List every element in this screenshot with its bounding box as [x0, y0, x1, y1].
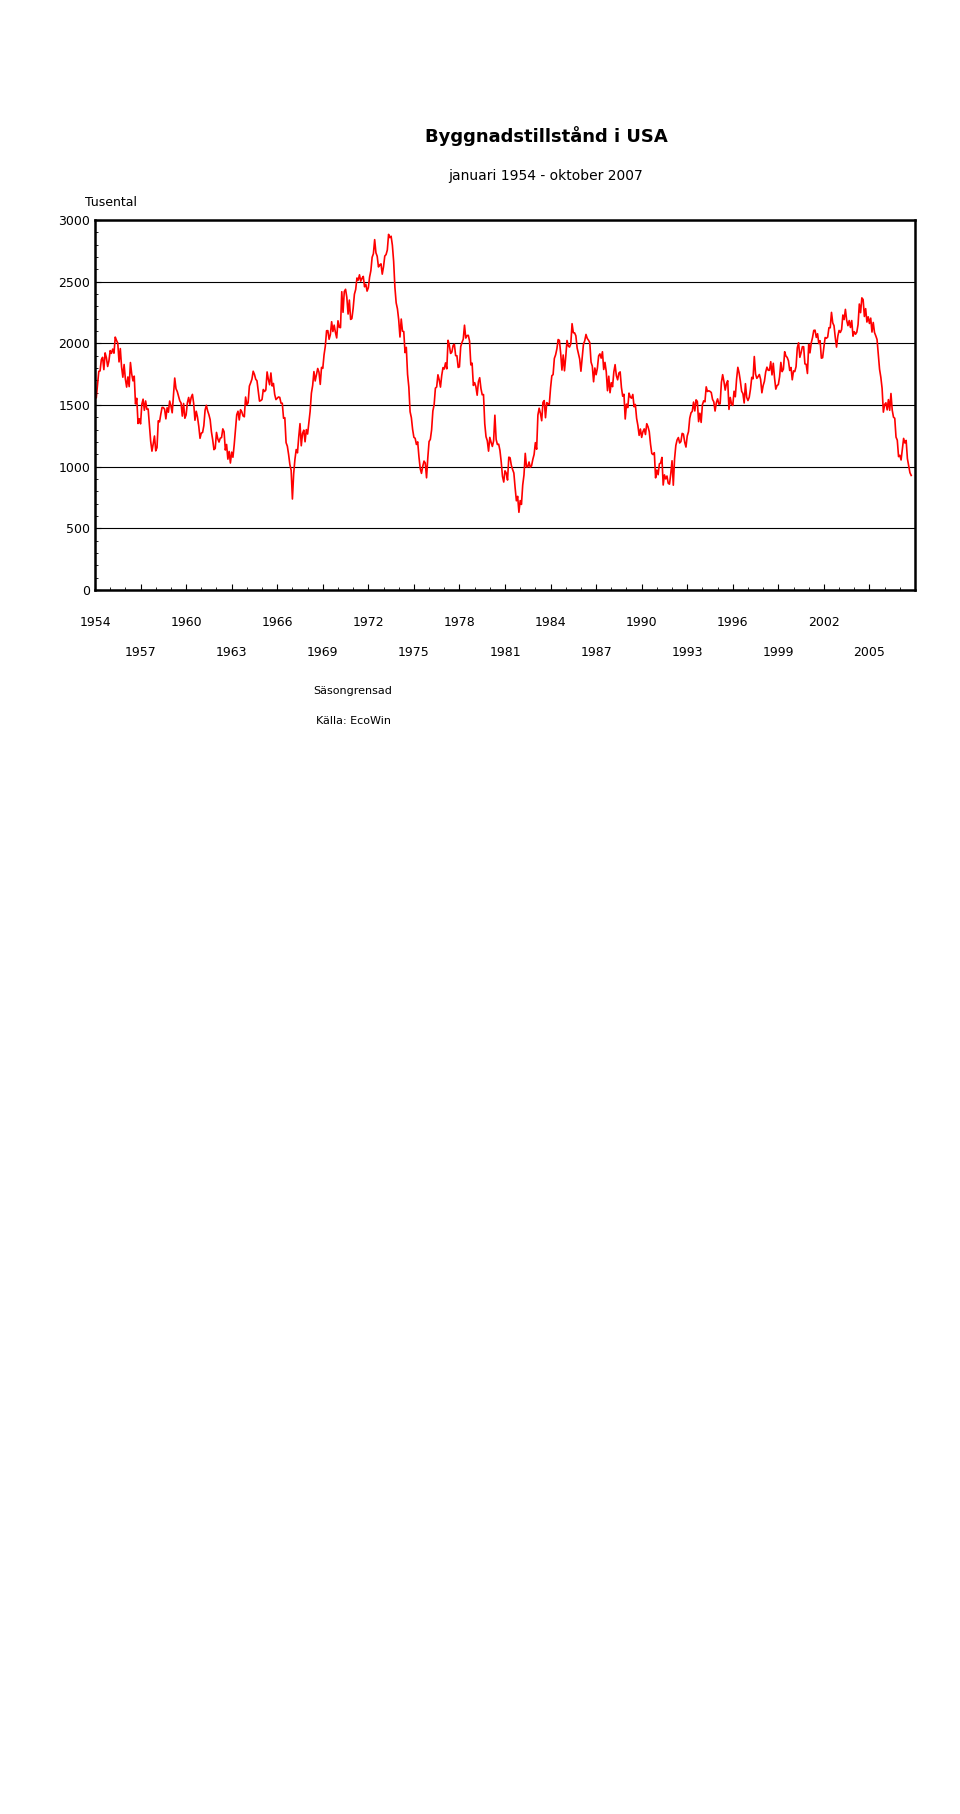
Text: 1972: 1972 — [352, 617, 384, 629]
Text: 1981: 1981 — [490, 646, 521, 658]
Text: 1966: 1966 — [261, 617, 293, 629]
Text: Byggnadstillstånd i USA: Byggnadstillstånd i USA — [424, 125, 667, 145]
Text: Tusental: Tusental — [85, 196, 137, 209]
Text: 1999: 1999 — [762, 646, 794, 658]
Text: 1954: 1954 — [79, 617, 110, 629]
Text: 1969: 1969 — [307, 646, 339, 658]
Text: 1996: 1996 — [717, 617, 749, 629]
Text: januari 1954 - oktober 2007: januari 1954 - oktober 2007 — [448, 169, 643, 183]
Text: 1990: 1990 — [626, 617, 658, 629]
Text: 1984: 1984 — [535, 617, 566, 629]
Text: 2002: 2002 — [808, 617, 840, 629]
Text: 1978: 1978 — [444, 617, 475, 629]
Text: Säsongrensad: Säsongrensad — [314, 686, 393, 697]
Text: 1975: 1975 — [398, 646, 430, 658]
Text: 1963: 1963 — [216, 646, 248, 658]
Text: 1993: 1993 — [671, 646, 703, 658]
Text: 2005: 2005 — [853, 646, 885, 658]
Text: Källa: EcoWin: Källa: EcoWin — [316, 717, 391, 726]
Text: 1960: 1960 — [170, 617, 202, 629]
Text: 1957: 1957 — [125, 646, 156, 658]
Text: 1987: 1987 — [580, 646, 612, 658]
